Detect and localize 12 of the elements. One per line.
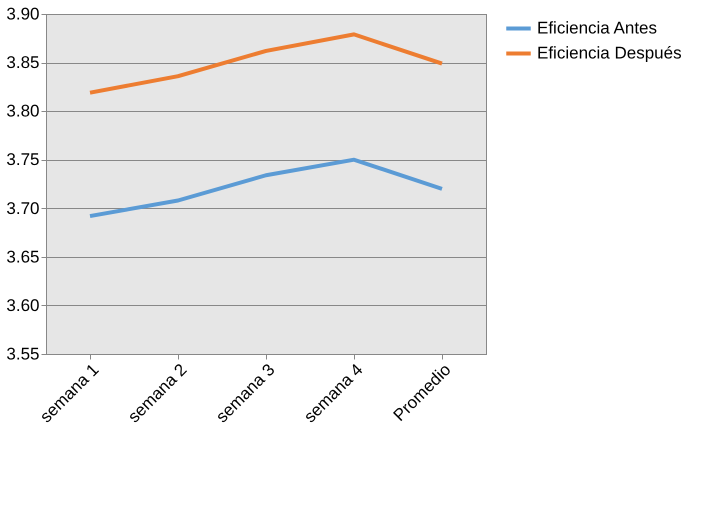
legend-label: Eficiencia Antes xyxy=(537,18,658,38)
y-tick-label: 3.85 xyxy=(6,53,40,72)
y-tick-label: 3.65 xyxy=(6,247,40,266)
legend-label: Eficiencia Después xyxy=(537,44,682,62)
y-tick-label: 3.75 xyxy=(6,150,40,170)
y-tick-label: 3.70 xyxy=(6,198,40,218)
y-tick-label: 3.60 xyxy=(6,296,40,315)
y-tick-label: 3.90 xyxy=(6,4,40,24)
line-series xyxy=(88,158,444,218)
y-tick-label: 3.80 xyxy=(6,102,40,121)
y-tick-label: 3.55 xyxy=(6,344,40,364)
line-series xyxy=(88,32,444,95)
